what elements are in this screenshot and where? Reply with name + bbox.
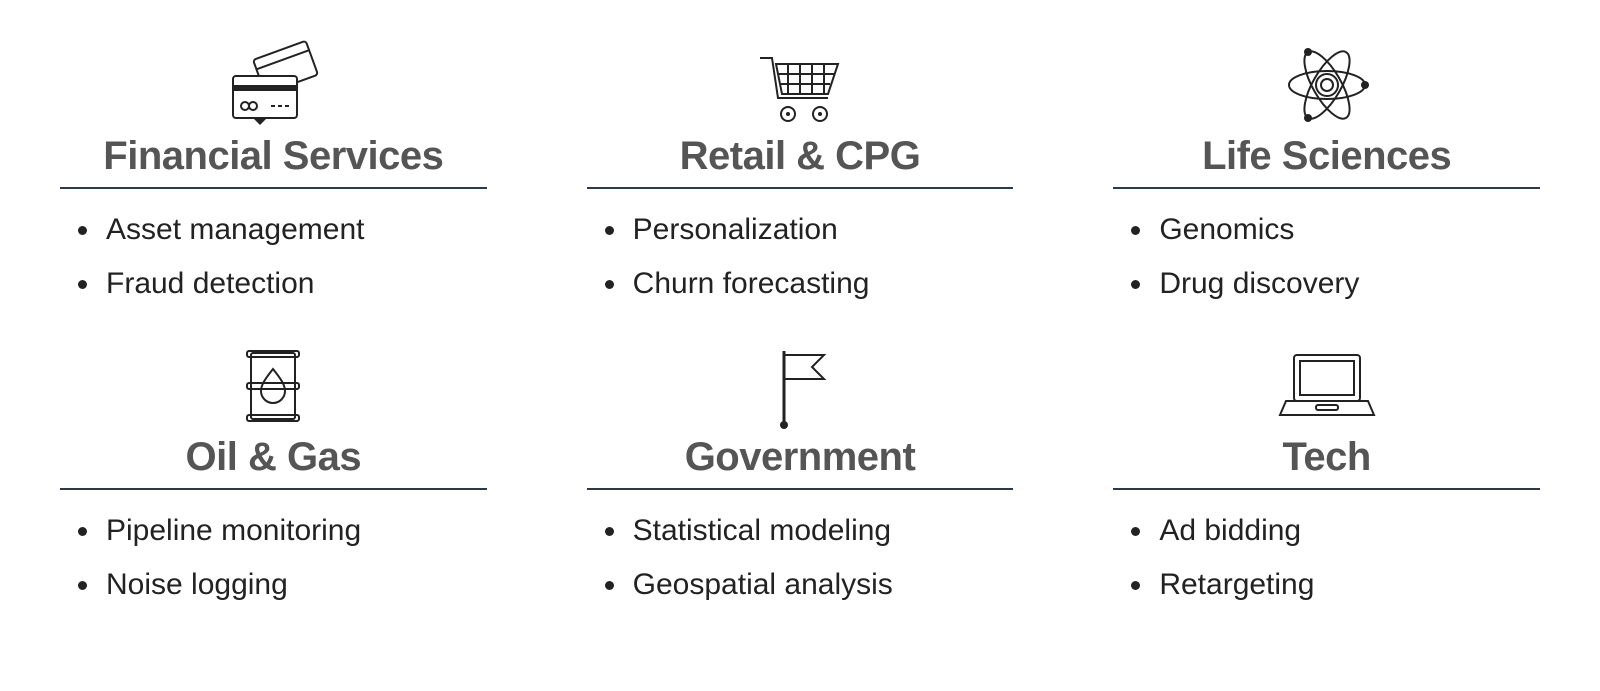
- list-item: Pipeline monitoring: [78, 504, 487, 558]
- laptop-icon: [1272, 331, 1382, 431]
- list-item: Drug discovery: [1131, 257, 1540, 311]
- list-item: Personalization: [605, 203, 1014, 257]
- cell-items: Genomics Drug discovery: [1113, 203, 1540, 311]
- cell-life-sciences: Life Sciences Genomics Drug discovery: [1113, 30, 1540, 311]
- cell-title: Life Sciences: [1113, 134, 1540, 189]
- list-item: Asset management: [78, 203, 487, 257]
- cell-items: Ad bidding Retargeting: [1113, 504, 1540, 612]
- infographic-grid: Financial Services Asset management Frau…: [60, 30, 1540, 612]
- list-item: Fraud detection: [78, 257, 487, 311]
- list-item: Statistical modeling: [605, 504, 1014, 558]
- list-item: Noise logging: [78, 558, 487, 612]
- list-item: Churn forecasting: [605, 257, 1014, 311]
- atom-icon: [1277, 30, 1377, 130]
- cell-government: Government Statistical modeling Geospati…: [587, 331, 1014, 612]
- cell-financial-services: Financial Services Asset management Frau…: [60, 30, 487, 311]
- credit-cards-icon: [223, 30, 323, 130]
- list-item: Retargeting: [1131, 558, 1540, 612]
- cell-title: Retail & CPG: [587, 134, 1014, 189]
- list-item: Genomics: [1131, 203, 1540, 257]
- flag-icon: [760, 331, 840, 431]
- cell-items: Personalization Churn forecasting: [587, 203, 1014, 311]
- cell-items: Statistical modeling Geospatial analysis: [587, 504, 1014, 612]
- cell-tech: Tech Ad bidding Retargeting: [1113, 331, 1540, 612]
- list-item: Ad bidding: [1131, 504, 1540, 558]
- cell-title: Tech: [1113, 435, 1540, 490]
- oil-barrel-icon: [233, 331, 313, 431]
- cell-items: Pipeline monitoring Noise logging: [60, 504, 487, 612]
- cell-title: Government: [587, 435, 1014, 490]
- cell-items: Asset management Fraud detection: [60, 203, 487, 311]
- cell-retail-cpg: Retail & CPG Personalization Churn forec…: [587, 30, 1014, 311]
- list-item: Geospatial analysis: [605, 558, 1014, 612]
- cell-title: Financial Services: [60, 134, 487, 189]
- shopping-cart-icon: [750, 30, 850, 130]
- cell-title: Oil & Gas: [60, 435, 487, 490]
- cell-oil-gas: Oil & Gas Pipeline monitoring Noise logg…: [60, 331, 487, 612]
